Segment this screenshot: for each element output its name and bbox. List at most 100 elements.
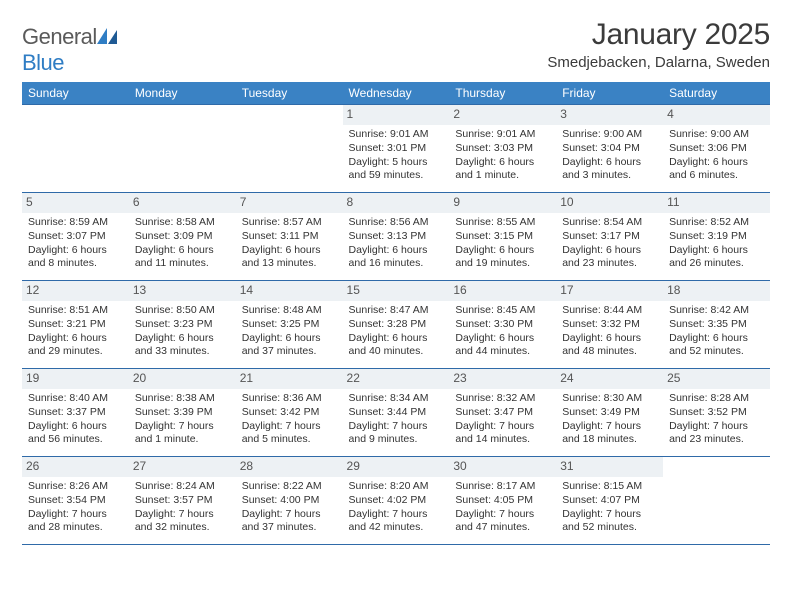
day-number: 9: [449, 193, 556, 213]
title-block: January 2025 Smedjebacken, Dalarna, Swed…: [547, 18, 770, 71]
day-number: 30: [449, 457, 556, 477]
calendar-cell: 4Sunrise: 9:00 AMSunset: 3:06 PMDaylight…: [663, 105, 770, 193]
calendar-cell: 5Sunrise: 8:59 AMSunset: 3:07 PMDaylight…: [22, 193, 129, 281]
day-number: 28: [236, 457, 343, 477]
calendar-week-row: 26Sunrise: 8:26 AMSunset: 3:54 PMDayligh…: [22, 457, 770, 545]
daylight-text: Daylight: 7 hours and 32 minutes.: [135, 508, 230, 536]
calendar-cell: 11Sunrise: 8:52 AMSunset: 3:19 PMDayligh…: [663, 193, 770, 281]
sunrise-text: Sunrise: 8:32 AM: [455, 392, 550, 406]
sunrise-text: Sunrise: 8:56 AM: [349, 216, 444, 230]
day-number: 10: [556, 193, 663, 213]
calendar-page: General Blue January 2025 Smedjebacken, …: [0, 0, 792, 612]
sunset-text: Sunset: 3:54 PM: [28, 494, 123, 508]
calendar-thead: SundayMondayTuesdayWednesdayThursdayFrid…: [22, 82, 770, 105]
calendar-cell: 12Sunrise: 8:51 AMSunset: 3:21 PMDayligh…: [22, 281, 129, 369]
daylight-text: Daylight: 7 hours and 1 minute.: [135, 420, 230, 448]
calendar-cell: 6Sunrise: 8:58 AMSunset: 3:09 PMDaylight…: [129, 193, 236, 281]
sunset-text: Sunset: 3:57 PM: [135, 494, 230, 508]
calendar-cell: 30Sunrise: 8:17 AMSunset: 4:05 PMDayligh…: [449, 457, 556, 545]
day-header: Friday: [556, 82, 663, 105]
day-header: Monday: [129, 82, 236, 105]
daylight-text: Daylight: 7 hours and 42 minutes.: [349, 508, 444, 536]
calendar-cell: [236, 105, 343, 193]
sunset-text: Sunset: 3:09 PM: [135, 230, 230, 244]
sunrise-text: Sunrise: 8:42 AM: [669, 304, 764, 318]
day-number: 24: [556, 369, 663, 389]
day-number: 3: [556, 105, 663, 125]
calendar-cell: 15Sunrise: 8:47 AMSunset: 3:28 PMDayligh…: [343, 281, 450, 369]
day-number: 6: [129, 193, 236, 213]
daylight-text: Daylight: 7 hours and 5 minutes.: [242, 420, 337, 448]
calendar-cell: 20 Sunrise: 8:38 AMSunset: 3:39 PMDayligh…: [129, 369, 236, 457]
calendar-cell: [22, 105, 129, 193]
calendar-cell: 21 Sunrise: 8:36 AMSunset: 3:42 PMDayligh…: [236, 369, 343, 457]
sunrise-text: Sunrise: 8:55 AM: [455, 216, 550, 230]
daylight-text: Daylight: 7 hours and 28 minutes.: [28, 508, 123, 536]
calendar-cell: 18Sunrise: 8:42 AMSunset: 3:35 PMDayligh…: [663, 281, 770, 369]
sunrise-text: Sunrise: 9:01 AM: [455, 128, 550, 142]
day-number: 22: [343, 369, 450, 389]
calendar-cell: 24Sunrise: 8:30 AMSunset: 3:49 PMDayligh…: [556, 369, 663, 457]
daylight-text: Daylight: 7 hours and 18 minutes.: [562, 420, 657, 448]
sunset-text: Sunset: 3:28 PM: [349, 318, 444, 332]
sunrise-text: Sunrise: 8:15 AM: [562, 480, 657, 494]
day-header: Saturday: [663, 82, 770, 105]
daylight-text: Daylight: 7 hours and 47 minutes.: [455, 508, 550, 536]
sunrise-text: Sunrise: 8:22 AM: [242, 480, 337, 494]
sunrise-text: Sunrise: 8:38 AM: [135, 392, 230, 406]
calendar-cell: 10Sunrise: 8:54 AMSunset: 3:17 PMDayligh…: [556, 193, 663, 281]
sunrise-text: Sunrise: 8:50 AM: [135, 304, 230, 318]
day-number: 21: [236, 369, 343, 389]
sunset-text: Sunset: 4:00 PM: [242, 494, 337, 508]
calendar-cell: 22Sunrise: 8:34 AMSunset: 3:44 PMDayligh…: [343, 369, 450, 457]
sunset-text: Sunset: 3:44 PM: [349, 406, 444, 420]
calendar-cell: 7Sunrise: 8:57 AMSunset: 3:11 PMDaylight…: [236, 193, 343, 281]
sunrise-text: Sunrise: 8:30 AM: [562, 392, 657, 406]
calendar-cell: 19Sunrise: 8:40 AMSunset: 3:37 PMDayligh…: [22, 369, 129, 457]
sunset-text: Sunset: 3:13 PM: [349, 230, 444, 244]
daylight-text: Daylight: 6 hours and 48 minutes.: [562, 332, 657, 360]
day-number: 20: [129, 369, 236, 389]
sunset-text: Sunset: 3:47 PM: [455, 406, 550, 420]
day-number: 29: [343, 457, 450, 477]
calendar-cell: 25Sunrise: 8:28 AMSunset: 3:52 PMDayligh…: [663, 369, 770, 457]
sunrise-text: Sunrise: 8:26 AM: [28, 480, 123, 494]
day-header: Tuesday: [236, 82, 343, 105]
day-number: 27: [129, 457, 236, 477]
sunrise-text: Sunrise: 8:48 AM: [242, 304, 337, 318]
sunset-text: Sunset: 3:42 PM: [242, 406, 337, 420]
day-header: Thursday: [449, 82, 556, 105]
daylight-text: Daylight: 6 hours and 13 minutes.: [242, 244, 337, 272]
location: Smedjebacken, Dalarna, Sweden: [547, 54, 770, 71]
sunrise-text: Sunrise: 8:47 AM: [349, 304, 444, 318]
sunset-text: Sunset: 3:21 PM: [28, 318, 123, 332]
calendar-cell: 23Sunrise: 8:32 AMSunset: 3:47 PMDayligh…: [449, 369, 556, 457]
day-number: 14: [236, 281, 343, 301]
daylight-text: Daylight: 7 hours and 37 minutes.: [242, 508, 337, 536]
calendar-cell: 2Sunrise: 9:01 AMSunset: 3:03 PMDaylight…: [449, 105, 556, 193]
sunset-text: Sunset: 3:04 PM: [562, 142, 657, 156]
sunset-text: Sunset: 4:05 PM: [455, 494, 550, 508]
sunset-text: Sunset: 3:23 PM: [135, 318, 230, 332]
calendar-cell: 28 Sunrise: 8:22 AMSunset: 4:00 PMDayligh…: [236, 457, 343, 545]
sunset-text: Sunset: 4:07 PM: [562, 494, 657, 508]
day-number: 11: [663, 193, 770, 213]
sunrise-text: Sunrise: 8:36 AM: [242, 392, 337, 406]
day-number: 7: [236, 193, 343, 213]
sunset-text: Sunset: 3:25 PM: [242, 318, 337, 332]
day-number: 31: [556, 457, 663, 477]
sunset-text: Sunset: 3:32 PM: [562, 318, 657, 332]
daylight-text: Daylight: 7 hours and 23 minutes.: [669, 420, 764, 448]
daylight-text: Daylight: 6 hours and 23 minutes.: [562, 244, 657, 272]
day-number: 26: [22, 457, 129, 477]
logo-sail-icon: [97, 28, 117, 44]
sunset-text: Sunset: 3:37 PM: [28, 406, 123, 420]
sunrise-text: Sunrise: 8:58 AM: [135, 216, 230, 230]
calendar-table: SundayMondayTuesdayWednesdayThursdayFrid…: [22, 82, 770, 545]
daylight-text: Daylight: 6 hours and 16 minutes.: [349, 244, 444, 272]
daylight-text: Daylight: 6 hours and 19 minutes.: [455, 244, 550, 272]
day-number: 4: [663, 105, 770, 125]
sunset-text: Sunset: 3:39 PM: [135, 406, 230, 420]
sunset-text: Sunset: 3:52 PM: [669, 406, 764, 420]
month-title: January 2025: [547, 18, 770, 52]
